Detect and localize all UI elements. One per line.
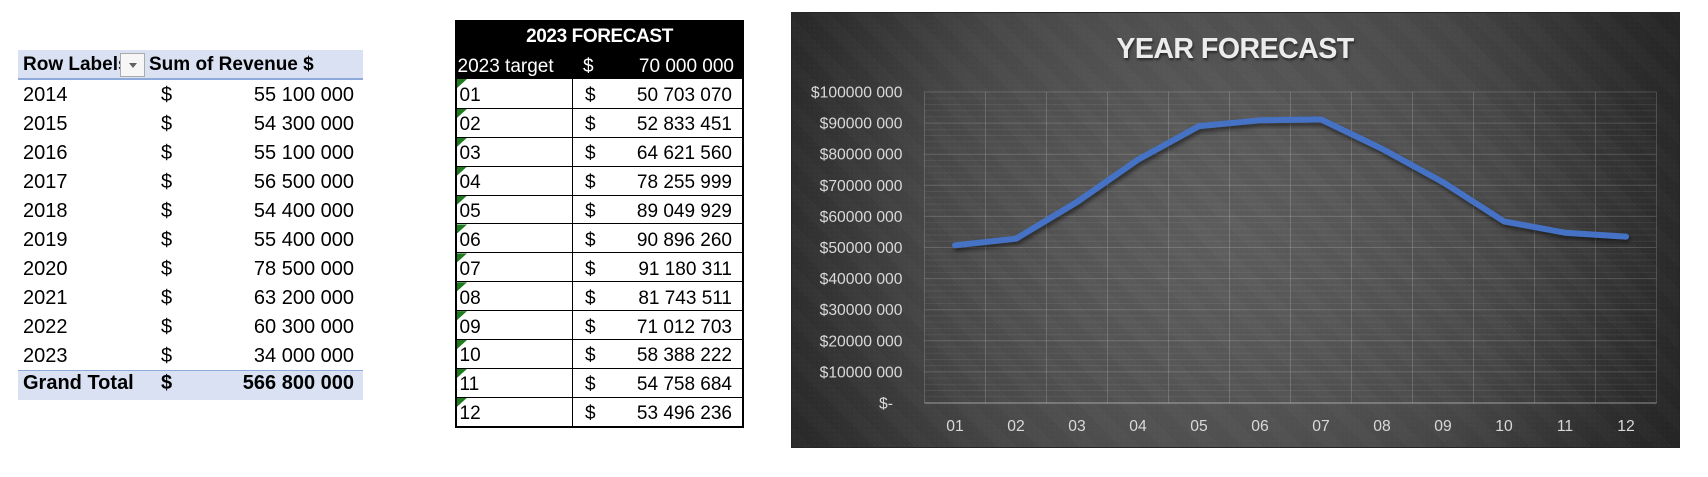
svg-text:$80000 000: $80000 000 bbox=[820, 147, 903, 164]
svg-text:$40000 000: $40000 000 bbox=[820, 271, 903, 288]
svg-text:$10000 000: $10000 000 bbox=[820, 364, 903, 381]
svg-text:02: 02 bbox=[1007, 418, 1024, 435]
svg-text:04: 04 bbox=[1129, 418, 1147, 435]
svg-text:10: 10 bbox=[1495, 418, 1513, 435]
svg-text:05: 05 bbox=[1190, 418, 1208, 435]
svg-text:01: 01 bbox=[946, 418, 963, 435]
svg-text:12: 12 bbox=[1617, 418, 1634, 435]
svg-text:$20000 000: $20000 000 bbox=[820, 333, 903, 350]
svg-text:$100000 000: $100000 000 bbox=[811, 85, 903, 102]
svg-text:06: 06 bbox=[1251, 418, 1269, 435]
svg-text:03: 03 bbox=[1068, 418, 1086, 435]
svg-text:$-: $- bbox=[879, 396, 893, 413]
svg-text:$60000 000: $60000 000 bbox=[820, 209, 903, 226]
svg-text:$90000 000: $90000 000 bbox=[820, 116, 903, 133]
svg-text:11: 11 bbox=[1557, 418, 1573, 435]
svg-text:$50000 000: $50000 000 bbox=[820, 240, 903, 257]
svg-text:$70000 000: $70000 000 bbox=[820, 178, 903, 195]
svg-text:$30000 000: $30000 000 bbox=[820, 302, 903, 319]
svg-text:YEAR FORECAST: YEAR FORECAST bbox=[1116, 33, 1354, 65]
svg-text:08: 08 bbox=[1373, 418, 1391, 435]
svg-text:09: 09 bbox=[1434, 418, 1451, 435]
svg-text:07: 07 bbox=[1312, 418, 1329, 435]
